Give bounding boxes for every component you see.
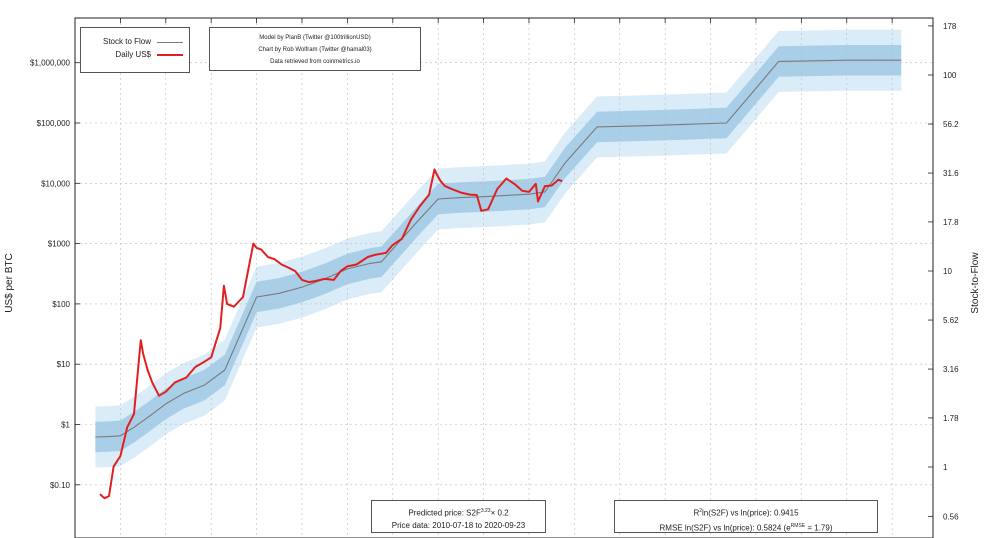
y2-tick-label: 56.2 xyxy=(943,120,959,129)
y-tick-label: $10,000 xyxy=(41,179,70,188)
y2-tick-label: 17.8 xyxy=(943,218,959,227)
series-line-stock-to-flow xyxy=(95,59,902,438)
r2-exponent: 2 xyxy=(699,508,703,514)
r2-prefix: R xyxy=(693,508,700,518)
formula-exponent: 3.23 xyxy=(480,508,491,514)
y-tick-label: $1000 xyxy=(48,240,71,249)
inner-band xyxy=(95,45,902,453)
outer-band xyxy=(95,29,902,468)
y-tick-label: $0.10 xyxy=(50,481,71,490)
y2-tick-label: 3.16 xyxy=(943,365,959,374)
legend-s2f-label: Stock to Flow xyxy=(102,37,151,46)
credit-model: Model by PlanB (Twitter @100trillionUSD) xyxy=(259,35,371,41)
r2-stat: R2ln(S2F) vs ln(price): 0.9415 xyxy=(615,505,877,520)
y-tick-label: $100 xyxy=(52,300,70,309)
credit-chart: Chart by Rob Wolfram (Twitter @hamal03) xyxy=(258,47,372,53)
rmse-prefix: RMSE ln(S2F) vs ln(price): 0.5824 (e xyxy=(659,523,791,533)
y2-tick-label: 31.6 xyxy=(943,169,959,178)
y2-tick-label: 100 xyxy=(943,71,957,80)
y-tick-label: $1,000,000 xyxy=(30,59,71,68)
y-tick-label: $1 xyxy=(61,421,70,430)
right-axis-ticks: 0.56 1 1.78 3.16 5.62 10 17.8 31.6 56.2 100 178 xyxy=(928,22,959,521)
confidence-bands xyxy=(95,29,902,468)
y2-tick-label: 1 xyxy=(943,463,948,472)
legend-price-label: Daily US$ xyxy=(115,50,151,59)
stats-box: R2ln(S2F) vs ln(price): 0.9415 RMSE ln(S… xyxy=(614,500,878,533)
plot-frame xyxy=(74,17,934,538)
r2-text: ln(S2F) vs ln(price): 0.9415 xyxy=(702,508,799,518)
left-axis-ticks: $0.10 $1 $10 $100 $1000 $10,000 $100,000 $1,000… xyxy=(30,59,80,490)
y2-tick-label: 10 xyxy=(943,267,952,276)
rmse-suffix: = 1.79) xyxy=(805,523,833,533)
rmse-stat: RMSE ln(S2F) vs ln(price): 0.5824 (eRMSE… xyxy=(615,520,877,535)
legend: Stock to Flow Daily US$ xyxy=(80,27,190,73)
y2-tick-label: 178 xyxy=(943,22,957,31)
y-tick-label: $100,000 xyxy=(37,119,71,128)
credit-data: Data retrieved from coinmetrics.io xyxy=(270,59,360,65)
data-series xyxy=(95,59,902,500)
legend-s2f-swatch xyxy=(157,42,183,43)
prediction-box: Predicted price: S2F3.23× 0.2 Price data… xyxy=(371,500,546,533)
y-tick-label: $10 xyxy=(57,360,71,369)
y2-tick-label: 0.56 xyxy=(943,512,959,521)
y2-tick-label: 5.62 xyxy=(943,316,959,325)
y-axis-label: US$ per BTC xyxy=(4,253,15,312)
y2-axis-label: Stock-to-Flow xyxy=(970,252,981,314)
credits-box: Model by PlanB (Twitter @100trillionUSD)… xyxy=(209,27,421,71)
y2-tick-label: 1.78 xyxy=(943,414,959,423)
formula-suffix: × 0.2 xyxy=(490,508,509,518)
prediction-formula: Predicted price: S2F3.23× 0.2 xyxy=(372,505,545,520)
formula-prefix: Predicted price: S2F xyxy=(408,508,481,518)
series-line-daily-price xyxy=(99,168,563,500)
rmse-exponent: RMSE xyxy=(790,522,806,529)
legend-price-swatch xyxy=(157,54,183,56)
price-data-range: Price data: 2010-07-18 to 2020-09-23 xyxy=(391,520,526,530)
grid-lines xyxy=(75,18,933,538)
